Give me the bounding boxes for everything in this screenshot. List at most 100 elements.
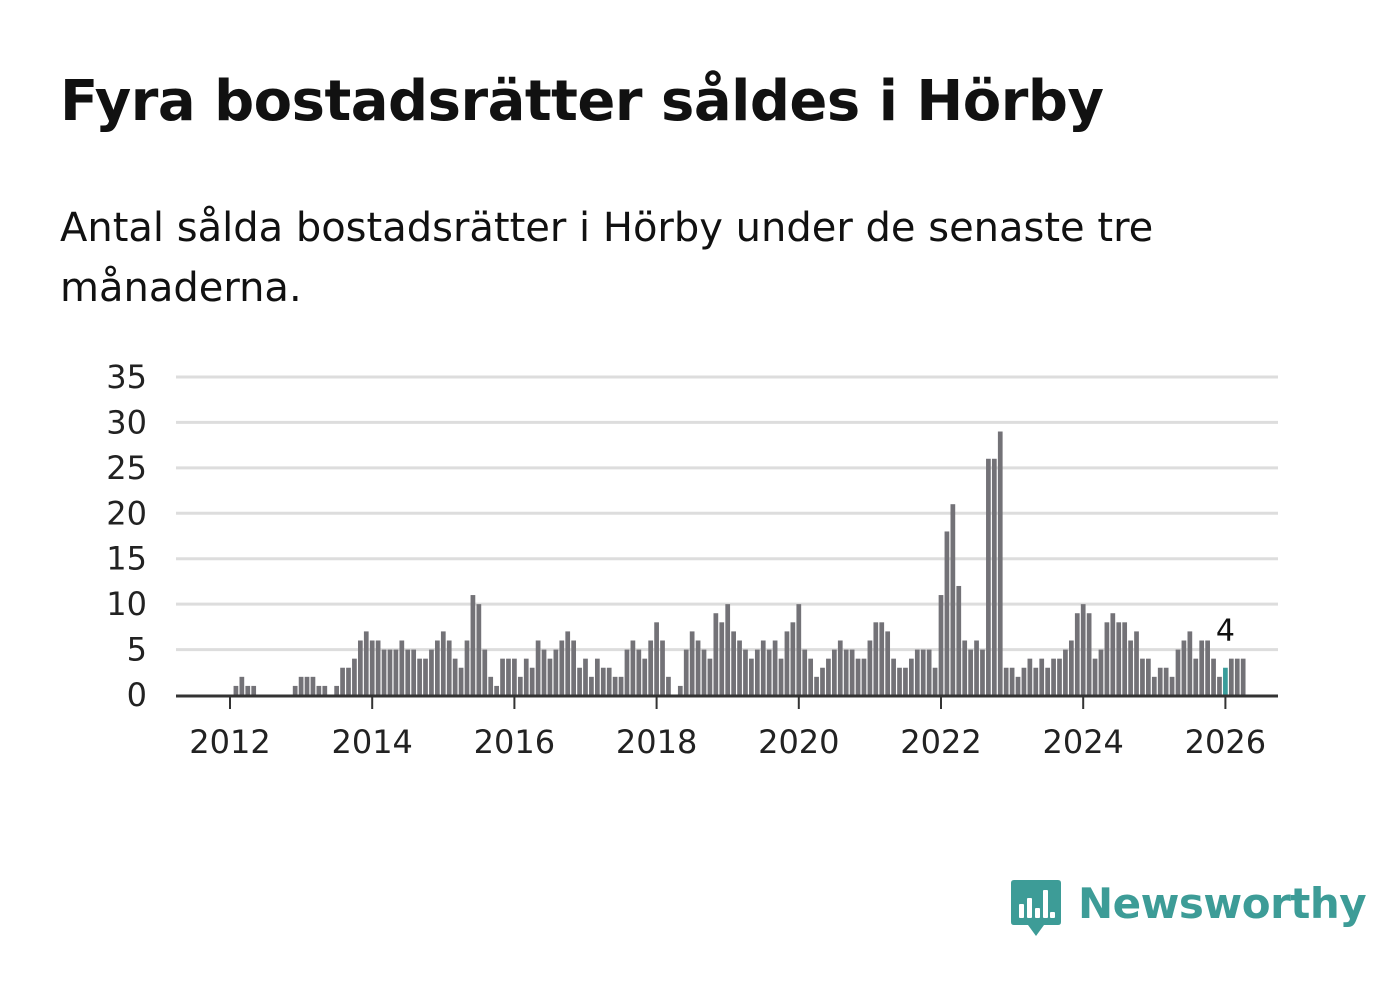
bar [310,676,316,695]
bar [1128,640,1133,695]
bar [523,658,529,695]
chart-title: Fyra bostadsrätter såldes i Hörby [60,69,1104,134]
bar [233,685,239,695]
newsworthy-logo-icon [1011,880,1061,936]
bar-highlight [1223,667,1228,695]
x-tick-label-2014: 2014 [331,723,412,761]
bar [891,658,896,695]
bar [1033,667,1039,695]
bar [737,640,742,695]
bar [707,658,713,695]
bar [950,504,956,695]
bar [997,431,1003,695]
x-tick-label-2016: 2016 [474,723,555,761]
bar [956,585,962,695]
highlight-value-label: 4 [1216,614,1235,649]
bar [867,640,873,695]
bar [1157,667,1163,695]
bar [855,658,861,695]
bar [571,640,577,695]
bar [932,667,938,695]
bar [482,649,488,695]
bar [701,649,707,695]
bar [944,531,950,695]
bar [1187,631,1193,695]
bar [352,658,357,695]
bar [559,640,565,695]
y-tick-label-0: 0 [127,676,147,714]
bar [1169,676,1175,695]
bar [778,658,784,695]
bar [298,676,304,695]
bar [1104,622,1110,695]
bar [363,631,369,695]
bar [1193,658,1199,695]
bar [245,685,251,695]
bar [500,658,505,695]
bar [766,649,772,695]
bar [458,667,464,695]
value-labels: 4 [1216,614,1235,649]
bar [796,604,802,695]
bar [239,676,245,695]
bar [1074,613,1080,695]
y-tick-label-30: 30 [106,403,147,441]
bar [340,667,345,695]
bar [784,631,790,695]
bar [535,640,541,695]
bar [1146,658,1151,695]
bar [494,685,499,695]
bar [749,658,754,695]
bar [903,667,908,695]
bar [1234,658,1240,695]
bar [1217,676,1222,695]
bar [731,631,736,695]
bar [1151,676,1157,695]
bar [411,649,417,695]
chart-subtitle: Antal sålda bostadsrätter i Hörby under … [60,205,1154,311]
bar [369,640,375,695]
bar [986,458,991,695]
bar [292,685,298,695]
bar [654,622,659,695]
bar [648,640,654,695]
bar [1205,640,1210,695]
bar [1098,649,1104,695]
bar [909,658,914,695]
bar [322,685,328,695]
bar [754,649,760,695]
bar [399,640,405,695]
x-tick-label-2022: 2022 [900,723,981,761]
bar [873,622,879,695]
bar [476,604,482,695]
bar [423,658,428,695]
bar [334,685,340,695]
bar [1110,613,1116,695]
bar [316,685,322,695]
bar [512,658,517,695]
bar [470,595,476,695]
bar [1116,622,1122,695]
bar [920,649,926,695]
bar [642,658,648,695]
bar [417,658,422,695]
bar [1051,658,1056,695]
bar [1199,640,1205,695]
bar [594,658,600,695]
bar-series [233,431,1246,695]
bar [1057,658,1062,695]
bar [565,631,571,695]
bar [488,676,494,695]
bar [968,649,973,695]
bar [381,649,387,695]
bar [914,649,920,695]
bar [1021,667,1027,695]
bar [529,667,535,695]
bar [440,631,446,695]
bar [1163,667,1169,695]
bar [429,649,434,695]
bar [1080,604,1086,695]
bar [689,631,695,695]
bar [541,649,547,695]
bar [452,658,458,695]
